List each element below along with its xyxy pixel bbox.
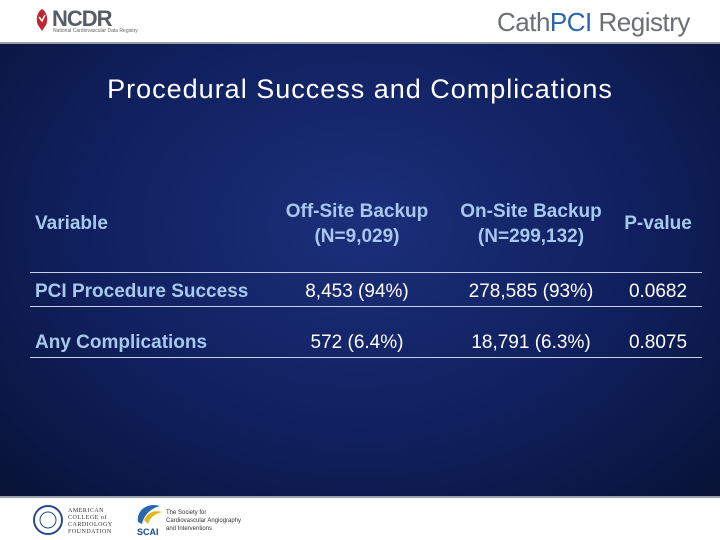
acc-line: CARDIOLOGY <box>68 522 113 528</box>
registry-suffix: Registry <box>598 7 691 37</box>
slide-title: Procedural Success and Complications <box>107 74 613 104</box>
column-header-n: (N=9,029) <box>314 226 400 247</box>
registry-highlight: PCI <box>549 7 592 37</box>
registry-logo: CathPCI Registry <box>497 7 690 38</box>
column-header-name: On-Site Backup <box>460 201 602 222</box>
acc-line: COLLEGE of <box>68 515 107 521</box>
column-header: P-value <box>603 211 713 236</box>
column-header: Variable <box>35 213 108 234</box>
footer <box>0 498 720 540</box>
row-rule <box>30 357 702 358</box>
ncdr-tagline: National Cardiovascular Data Registry <box>53 28 138 34</box>
header-rule <box>30 272 702 273</box>
column-header-n: (N=299,132) <box>477 226 585 247</box>
scai-logo: SCAI <box>137 527 159 537</box>
acc-line: FOUNDATION <box>68 529 112 535</box>
header: NCDR National Cardiovascular Data Regist… <box>0 0 720 42</box>
column-header-name: P-value <box>624 213 692 234</box>
registry-prefix: Cath <box>497 7 550 37</box>
cell: 8,453 (94%) <box>305 281 409 302</box>
ncdr-logo: NCDR <box>52 6 113 31</box>
cell: 572 (6.4%) <box>310 332 404 353</box>
ncdr-icon <box>36 9 48 31</box>
acc-line: AMERICAN <box>68 508 105 514</box>
row-rule <box>30 306 702 307</box>
scai-tagline: The Society for Cardiovascular Angiograp… <box>166 510 242 532</box>
acc-seal <box>33 505 63 535</box>
cell: 0.8075 <box>628 332 688 353</box>
column-header: On-Site Backup (N=299,132) <box>441 199 621 249</box>
column-header-name: Off-Site Backup <box>285 201 429 222</box>
scai-icon <box>137 504 162 524</box>
footer-rule <box>0 496 720 498</box>
slide-body <box>0 44 720 496</box>
cell: 278,585 (93%) <box>468 281 594 302</box>
row-label: Any Complications <box>35 332 208 353</box>
row-label: PCI Procedure Success <box>35 281 249 302</box>
cell: 18,791 (6.3%) <box>471 332 591 353</box>
cell: 0.0682 <box>628 281 688 302</box>
acc-logo-text: AMERICAN COLLEGE of CARDIOLOGY FOUNDATION <box>68 508 113 536</box>
column-header: Off-Site Backup (N=9,029) <box>267 199 447 249</box>
header-rule <box>0 42 720 44</box>
